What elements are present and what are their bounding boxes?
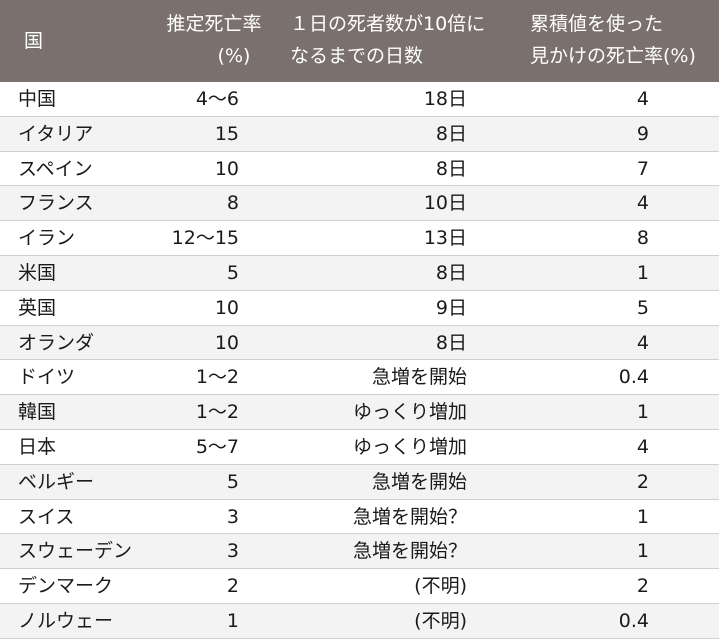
cell-apparent-rate: 4	[636, 435, 649, 458]
cell-days-to-tenfold: (不明)	[414, 575, 467, 598]
cell-apparent-rate: 7	[636, 157, 649, 180]
cell-days-to-tenfold: ゆっくり増加	[352, 435, 467, 458]
cell-estimated-rate: 3	[226, 505, 239, 528]
cell-days-to-tenfold: (不明)	[414, 609, 467, 632]
cell-estimated-rate: 10	[214, 331, 239, 354]
cell-days-to-tenfold: ゆっくり増加	[352, 401, 467, 424]
cell-apparent-rate: 2	[636, 575, 649, 598]
cell-days-to-tenfold: 急増を開始？	[352, 540, 467, 563]
cell-apparent-rate: 4	[636, 88, 649, 110]
header-days-to-tenfold: １日の死者数が10倍に なるまでの日数	[290, 13, 486, 67]
table-header: 国 推定死亡率 (%) １日の死者数が10倍に なるまでの日数 累積値を使った …	[0, 0, 719, 82]
table-row: ドイツ 1〜2 急増を開始 0.4	[0, 360, 719, 396]
cell-apparent-rate: 1	[636, 401, 649, 424]
cell-country: オランダ	[18, 331, 95, 354]
cell-estimated-rate: 2	[226, 575, 239, 598]
cell-apparent-rate: 8	[636, 227, 649, 250]
table-row: デンマーク 2 (不明) 2	[0, 569, 719, 604]
cell-estimated-rate: 1〜2	[195, 401, 239, 424]
table-row: オランダ 10 8日 4	[0, 325, 719, 361]
cell-apparent-rate: 4	[636, 192, 649, 215]
header-apparent-rate: 累積値を使った 見かけの死亡率(%)	[530, 13, 696, 67]
table-body: 中国 4〜6 18日 4 イタリア 15 8日 9 スペイン 10 8日 7 フランス 8 10日 4 イラン 1…	[0, 82, 719, 639]
cell-estimated-rate: 5	[226, 470, 239, 493]
cell-estimated-rate: 1	[226, 609, 239, 632]
cell-country: デンマーク	[18, 575, 114, 598]
table-row: 韓国 1〜2 ゆっくり増加 1	[0, 395, 719, 430]
cell-country: 日本	[18, 435, 57, 458]
cell-estimated-rate: 8	[226, 192, 239, 215]
cell-days-to-tenfold: 10日	[423, 192, 467, 215]
table-row: 日本 5〜7 ゆっくり増加 4	[0, 429, 719, 465]
cell-days-to-tenfold: 18日	[423, 88, 467, 110]
cell-estimated-rate: 5	[226, 261, 239, 284]
table-row: スペイン 10 8日 7	[0, 151, 719, 187]
cell-estimated-rate: 1〜2	[195, 366, 239, 389]
cell-estimated-rate: 5〜7	[195, 435, 239, 458]
cell-apparent-rate: 9	[636, 122, 649, 145]
table-row: スウェーデン 3 急増を開始？ 1	[0, 534, 719, 570]
cell-days-to-tenfold: 急増を開始？	[352, 505, 467, 528]
cell-apparent-rate: 0.4	[618, 609, 649, 632]
cell-apparent-rate: 4	[636, 331, 649, 354]
cell-days-to-tenfold: 8日	[435, 261, 467, 284]
cell-estimated-rate: 10	[214, 157, 239, 180]
cell-estimated-rate: 10	[214, 296, 239, 319]
cell-country: 中国	[18, 88, 57, 110]
cell-estimated-rate: 15	[214, 122, 239, 145]
cell-estimated-rate: 3	[226, 540, 239, 563]
cell-country: 韓国	[18, 401, 57, 424]
cell-country: 英国	[18, 296, 57, 319]
table-row: 中国 4〜6 18日 4	[0, 82, 719, 117]
cell-country: ノルウェー	[18, 609, 114, 632]
cell-days-to-tenfold: 8日	[435, 157, 467, 180]
cell-estimated-rate: 4〜6	[195, 88, 239, 110]
header-country: 国	[24, 30, 44, 52]
cell-country: スイス	[18, 505, 75, 528]
cell-country: イラン	[18, 227, 76, 250]
table-row: 米国 5 8日 1	[0, 255, 719, 291]
table-row: 英国 10 9日 5	[0, 290, 719, 326]
table-row: イラン 12〜15 13日 8	[0, 221, 719, 256]
table-row: スイス 3 急増を開始？ 1	[0, 499, 719, 535]
cell-country: イタリア	[18, 122, 94, 145]
cell-country: 米国	[18, 261, 57, 284]
cell-apparent-rate: 0.4	[618, 366, 649, 389]
table-row: ノルウェー 1 (不明) 0.4	[0, 603, 719, 639]
cell-days-to-tenfold: 8日	[435, 122, 467, 145]
cell-days-to-tenfold: 9日	[435, 296, 467, 319]
cell-days-to-tenfold: 急増を開始	[371, 470, 467, 493]
cell-apparent-rate: 1	[636, 261, 649, 284]
cell-days-to-tenfold: 8日	[435, 331, 467, 354]
table-row: フランス 8 10日 4	[0, 186, 719, 222]
cell-country: スウェーデン	[18, 540, 133, 563]
cell-country: ベルギー	[18, 470, 95, 493]
cell-country: ドイツ	[18, 366, 76, 389]
cell-estimated-rate: 12〜15	[171, 227, 239, 250]
cell-apparent-rate: 5	[636, 296, 649, 319]
cell-country: フランス	[18, 192, 94, 215]
cell-country: スペイン	[18, 157, 93, 180]
cell-days-to-tenfold: 13日	[423, 227, 467, 250]
cell-apparent-rate: 1	[636, 505, 649, 528]
table-row: ベルギー 5 急増を開始 2	[0, 464, 719, 500]
cell-days-to-tenfold: 急増を開始	[371, 366, 467, 389]
cell-apparent-rate: 2	[636, 470, 649, 493]
table-row: イタリア 15 8日 9	[0, 116, 719, 152]
header-estimated-rate: 推定死亡率 (%)	[166, 13, 262, 67]
cell-apparent-rate: 1	[636, 540, 649, 563]
